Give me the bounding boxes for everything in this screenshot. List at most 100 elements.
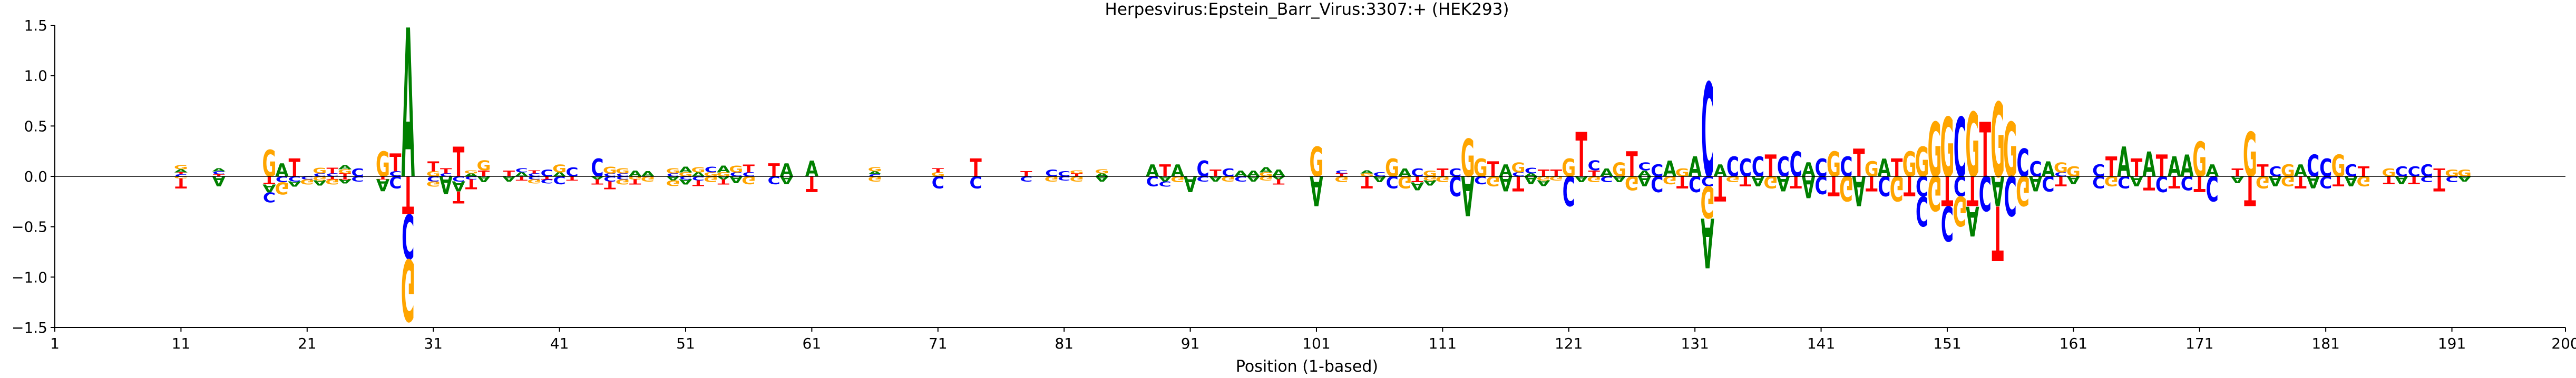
logo-letter-C: C <box>565 165 578 180</box>
svg-text:T: T <box>1159 161 1171 181</box>
svg-text:C: C <box>1474 174 1487 186</box>
svg-text:T: T <box>2105 152 2118 183</box>
svg-text:G: G <box>313 166 327 175</box>
x-tick-label: 101 <box>1302 335 1330 352</box>
svg-text:A: A <box>1878 154 1891 182</box>
logo-letter-C: C <box>2017 142 2029 186</box>
svg-text:C: C <box>553 174 566 186</box>
logo-letter-C: C <box>1701 57 1714 207</box>
svg-text:A: A <box>868 171 882 175</box>
x-tick-label: 91 <box>1181 335 1200 352</box>
logo-letter-T: T <box>175 172 187 175</box>
svg-text:T: T <box>1853 142 1865 186</box>
svg-text:A: A <box>1613 174 1626 184</box>
logo-letter-C: C <box>1752 152 1764 183</box>
svg-text:A: A <box>2130 173 2143 189</box>
logo-letter-A: A <box>2067 174 2081 186</box>
svg-text:C: C <box>2004 163 2017 226</box>
svg-text:G: G <box>741 174 756 186</box>
logo-letter-A: A <box>1499 161 1513 181</box>
logo-letter-C: C <box>2269 164 2281 180</box>
logo-letter-G: G <box>1398 172 1412 192</box>
logo-letter-A: A <box>1701 202 1714 282</box>
logo-letter-C: C <box>2092 161 2105 181</box>
logo-letter-G: G <box>1334 174 1349 184</box>
svg-text:G: G <box>426 180 441 187</box>
svg-text:A: A <box>1991 166 2004 213</box>
svg-text:A: A <box>1575 174 1588 184</box>
logo-letter-G: G <box>376 145 390 185</box>
svg-text:A: A <box>1966 196 1979 244</box>
logo-letter-G: G <box>300 178 314 186</box>
svg-text:G: G <box>704 174 718 184</box>
logo-letter-G: G <box>1221 175 1235 183</box>
svg-text:G: G <box>1070 170 1084 174</box>
svg-text:G: G <box>1915 140 1929 187</box>
x-tick-label: 51 <box>676 335 695 352</box>
svg-text:T: T <box>1904 170 1916 201</box>
svg-text:G: G <box>174 164 188 171</box>
logo-letter-C: C <box>263 189 276 205</box>
svg-text:A: A <box>338 164 352 171</box>
logo-letter-T: T <box>402 164 414 224</box>
logo-letter-A: A <box>2168 152 2181 183</box>
svg-text:T: T <box>1866 171 1878 194</box>
logo-letter-T: T <box>1941 166 1954 213</box>
svg-text:T: T <box>2055 173 2066 189</box>
svg-text:T: T <box>529 170 541 174</box>
logo-letter-G: G <box>2281 161 2295 181</box>
logo-letter-A: A <box>2180 148 2193 183</box>
svg-text:A: A <box>1777 171 1790 194</box>
svg-text:C: C <box>2181 172 2193 194</box>
logo-letter-T: T <box>1979 107 1991 194</box>
logo-letter-T: T <box>1891 154 1903 182</box>
svg-text:A: A <box>1802 170 1815 204</box>
logo-letter-C: C <box>1790 145 1802 185</box>
logo-letter-T: T <box>2333 173 2344 189</box>
logo-letter-A: A <box>376 175 390 195</box>
svg-text:G: G <box>1436 174 1450 184</box>
logo-letter-G: G <box>1474 154 1488 182</box>
logo-letter-C: C <box>2395 164 2408 180</box>
logo-letter-G: G <box>691 166 705 174</box>
logo-letter-T: T <box>213 174 225 177</box>
svg-text:C: C <box>616 175 629 180</box>
logo-letter-G: G <box>527 178 541 184</box>
logo-letter-T: T <box>1071 173 1083 177</box>
svg-text:G: G <box>1562 154 1576 182</box>
svg-text:G: G <box>2281 161 2295 181</box>
svg-text:A: A <box>2307 172 2320 192</box>
svg-text:G: G <box>1928 164 1942 220</box>
logo-letter-G: G <box>2104 173 2119 189</box>
logo-letter-T: T <box>1967 166 1979 213</box>
logo-letter-A: A <box>1499 171 1513 194</box>
logo-letter-A: A <box>2042 158 2055 181</box>
logo-letter-A: A <box>477 174 491 184</box>
svg-text:T: T <box>806 171 818 197</box>
svg-text:C: C <box>1726 152 1739 183</box>
svg-text:C: C <box>1196 156 1209 182</box>
logo-letter-G: G <box>1170 174 1185 184</box>
svg-text:A: A <box>1260 166 1273 174</box>
svg-text:A: A <box>1272 175 1285 180</box>
y-tick-label: 0.5 <box>24 117 47 135</box>
svg-text:G: G <box>1221 175 1235 183</box>
logo-letter-G: G <box>616 178 630 186</box>
logo-letter-T: T <box>377 175 389 180</box>
logo-letter-T: T <box>2131 154 2143 182</box>
svg-text:T: T <box>1273 178 1284 186</box>
svg-text:A: A <box>780 160 794 181</box>
logo-letter-T: T <box>2433 171 2445 194</box>
svg-text:C: C <box>1525 166 1537 175</box>
logo-letter-T: T <box>1866 171 1878 194</box>
svg-text:A: A <box>262 182 276 194</box>
logo-letter-C: C <box>515 167 528 174</box>
svg-text:G: G <box>174 176 188 179</box>
svg-text:T: T <box>1576 121 1587 192</box>
logo-letter-T: T <box>2358 164 2369 180</box>
logo-letter-T: T <box>806 171 818 197</box>
logo-letter-G: G <box>1839 168 1853 208</box>
logo-letter-C: C <box>603 173 616 177</box>
logo-letter-C: C <box>2307 148 2319 183</box>
logo-letter-G: G <box>1928 107 1942 194</box>
